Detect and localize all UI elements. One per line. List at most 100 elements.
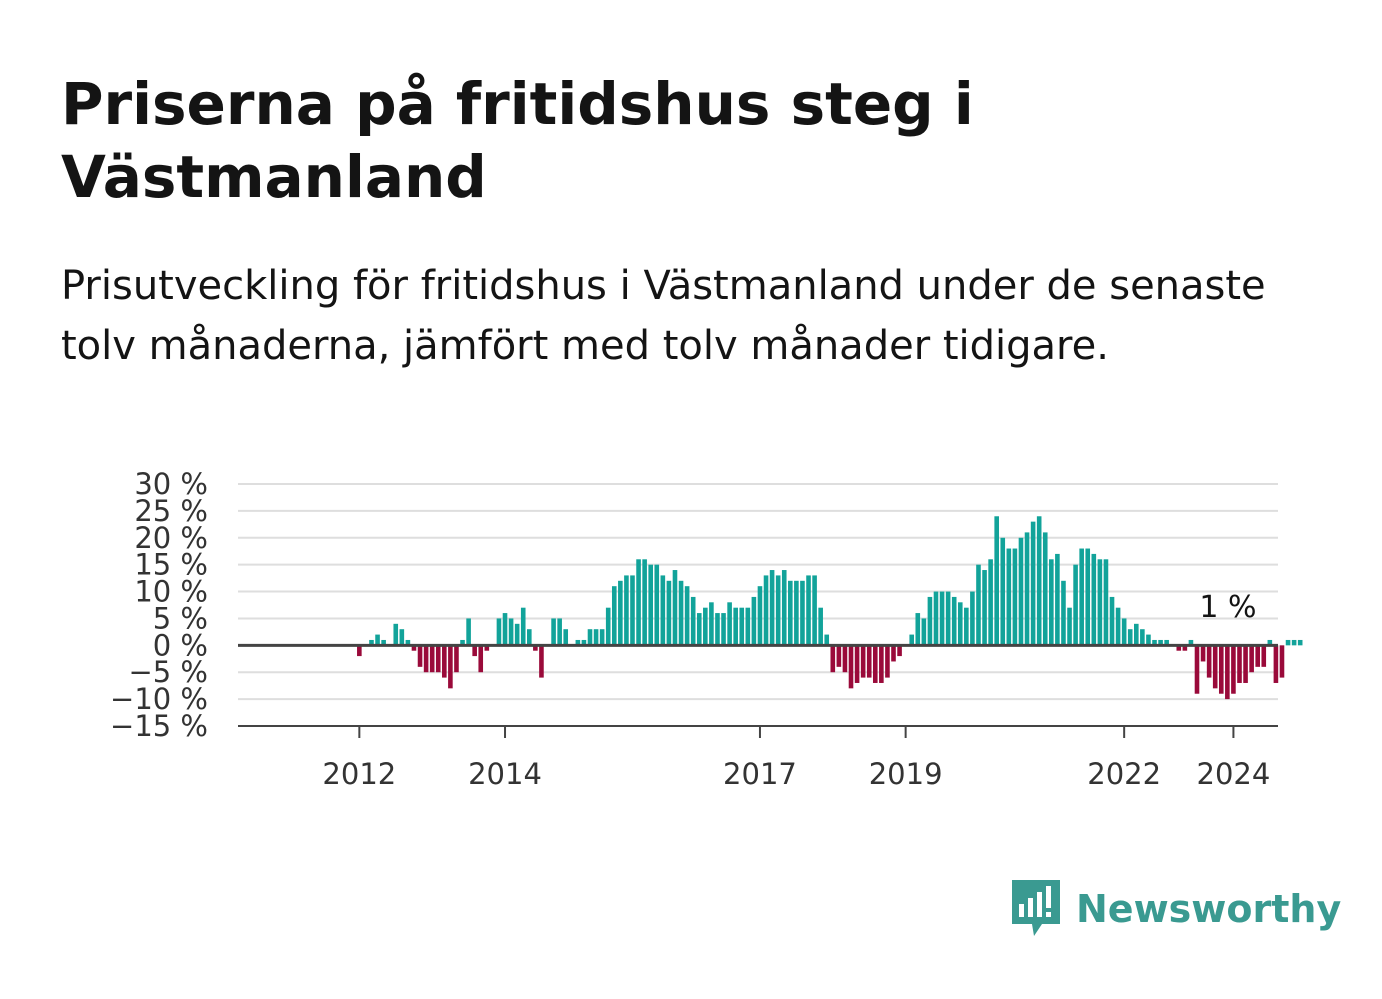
bar-negative — [836, 645, 842, 667]
bar-positive — [751, 596, 757, 646]
bar-positive — [381, 639, 386, 646]
y-axis-ticks: 30 %25 %20 %15 %10 %5 %0 %−5 %−10 %−15 % — [110, 467, 208, 743]
bar-negative — [448, 645, 453, 689]
bar-positive — [690, 596, 696, 646]
x-axis-ticks: 2012 2014 2017 2019 2022 2024 — [322, 726, 1270, 791]
bar-positive — [393, 623, 399, 646]
bar-negative — [1243, 645, 1248, 683]
bar-positive — [1000, 537, 1006, 646]
bar-positive — [1049, 559, 1054, 646]
bar-positive — [757, 586, 763, 646]
bar-positive — [927, 596, 933, 646]
bar-positive — [1134, 623, 1139, 646]
bar-positive — [581, 639, 587, 646]
bar-negative — [357, 645, 362, 657]
x-tick-label: 2012 — [322, 757, 396, 791]
newsworthy-logo: Newsworthy — [1010, 878, 1341, 940]
bar-positive — [964, 607, 969, 646]
bar-positive — [715, 613, 720, 646]
bar-positive — [818, 607, 823, 646]
bar-positive — [654, 564, 660, 646]
bar-positive — [605, 607, 611, 646]
bar-positive — [1091, 553, 1097, 646]
bar-positive — [630, 575, 635, 646]
bar-positive — [970, 591, 975, 646]
bar-positive — [1146, 634, 1151, 646]
bar-positive — [945, 591, 951, 646]
bar-negative — [423, 645, 429, 673]
bar-negative — [1273, 645, 1279, 683]
bar-negative — [533, 645, 538, 651]
bar-positive — [745, 607, 751, 646]
y-tick-label: 0 % — [153, 628, 208, 662]
y-tick-label: 10 % — [134, 575, 208, 609]
bar-positive — [703, 607, 708, 646]
bar-negative — [866, 645, 872, 678]
bar-negative — [897, 645, 902, 657]
bar-negative — [435, 645, 441, 673]
bar-positive — [587, 629, 593, 646]
bar-positive — [1285, 639, 1291, 646]
bar-negative — [454, 645, 459, 673]
bar-positive — [951, 596, 957, 646]
newsworthy-logo-icon — [1012, 880, 1060, 936]
bar-positive — [618, 580, 623, 646]
bar-negative — [1194, 645, 1200, 694]
bar-positive — [642, 559, 647, 646]
bar-positive — [788, 580, 793, 646]
bar-negative — [1255, 645, 1260, 667]
bar-positive — [1030, 521, 1036, 646]
y-tick-label: −10 % — [110, 682, 208, 716]
bar-negative — [1176, 645, 1182, 651]
bar-positive — [624, 575, 629, 646]
bar-negative — [472, 645, 477, 657]
bar-positive — [520, 607, 526, 646]
bar-negative — [429, 645, 435, 673]
bar-positive — [666, 580, 672, 646]
bar-negative — [411, 645, 417, 651]
bar-positive — [399, 629, 405, 646]
bar-positive — [575, 639, 581, 646]
bar-positive — [1073, 564, 1078, 646]
bar-positive — [1079, 548, 1084, 646]
x-tick-label: 2014 — [468, 757, 542, 791]
bar-negative — [1279, 645, 1285, 678]
y-tick-label: 25 % — [134, 494, 208, 528]
bar-positive — [1164, 639, 1169, 646]
bar-positive — [1036, 516, 1042, 646]
bar-positive — [1158, 639, 1163, 646]
y-tick-label: 5 % — [153, 601, 208, 635]
y-tick-label: −15 % — [110, 709, 208, 743]
bar-positive — [1115, 607, 1121, 646]
bar-positive — [739, 607, 745, 646]
bar-positive — [599, 629, 605, 646]
bar-positive — [933, 591, 939, 646]
bar-negative — [539, 645, 544, 678]
chart-subtitle: Prisutveckling för fritidshus i Västmanl… — [61, 263, 1266, 369]
bar-negative — [1206, 645, 1212, 678]
chart-title: Priserna på fritidshus steg i Västmanlan… — [61, 70, 974, 211]
bar-positive — [672, 570, 678, 646]
bar-positive — [527, 629, 532, 646]
bar-positive — [800, 580, 805, 646]
bar-positive — [769, 570, 775, 646]
bar-positive — [1042, 532, 1048, 646]
bar-negative — [879, 645, 884, 683]
bar-positive — [781, 570, 787, 646]
bar-positive — [1012, 548, 1018, 646]
bar-positive — [551, 618, 556, 646]
bar-positive — [1018, 537, 1024, 646]
bar-positive — [976, 564, 981, 646]
bar-positive — [763, 575, 769, 646]
bar-negative — [417, 645, 423, 667]
bar-positive — [915, 613, 921, 646]
bar-positive — [557, 618, 562, 646]
bar-positive — [593, 629, 599, 646]
bar-positive — [1024, 532, 1030, 646]
latest-value-annotation: 1 % — [1199, 590, 1256, 625]
bar-positive — [957, 602, 963, 646]
bar-positive — [794, 580, 799, 646]
bar-negative — [442, 645, 447, 678]
bar-positive — [824, 634, 830, 646]
bar-positive — [375, 634, 380, 646]
